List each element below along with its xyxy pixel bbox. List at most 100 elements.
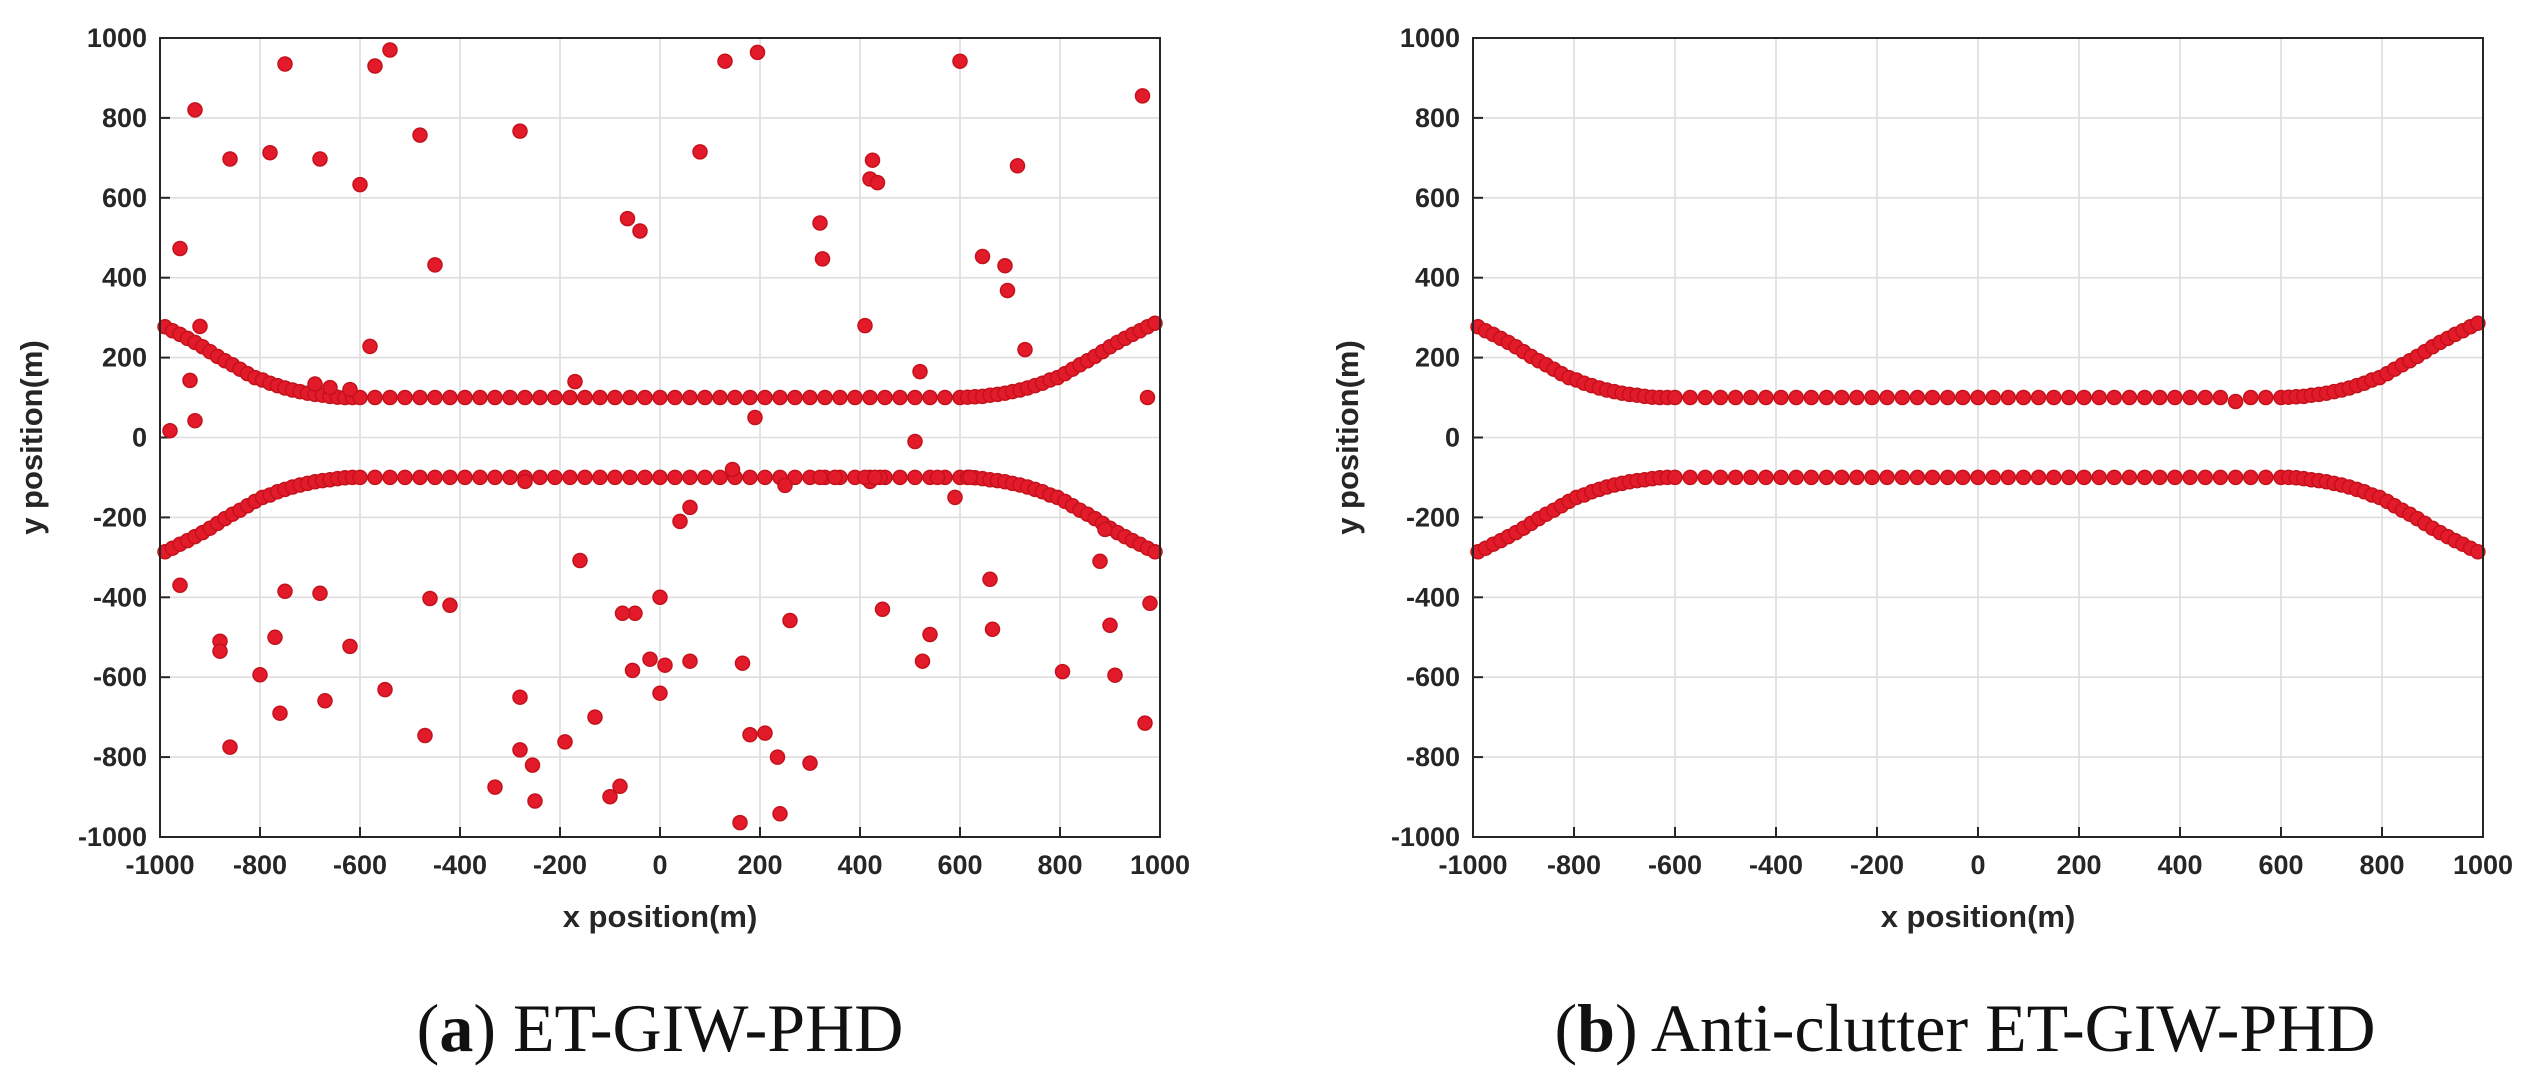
chart-b-frame <box>1472 37 2484 838</box>
x-tick-label: 200 <box>737 850 782 880</box>
scatter-point <box>772 806 788 822</box>
x-tick-label: -400 <box>433 850 487 880</box>
scatter-point <box>999 282 1016 299</box>
scatter-point <box>2106 469 2123 486</box>
scatter-point <box>937 389 953 406</box>
scatter-point <box>607 469 623 486</box>
scatter-point <box>2121 469 2138 486</box>
chart-a-ylabel: y position(m) <box>14 340 49 535</box>
scatter-point <box>2015 389 2032 406</box>
x-tick-label: -600 <box>333 850 387 880</box>
scatter-point <box>832 389 848 406</box>
x-tick-label: 800 <box>1037 850 1082 880</box>
scatter-point <box>1803 469 1820 486</box>
scatter-point <box>692 144 708 160</box>
scatter-point <box>787 389 803 406</box>
scatter-point <box>907 433 923 450</box>
scatter-point <box>2242 469 2259 486</box>
scatter-point <box>869 174 886 191</box>
scatter-point <box>1833 389 1850 406</box>
y-tick-label: -400 <box>93 582 147 612</box>
x-tick-label: -200 <box>533 850 587 880</box>
scatter-point <box>1864 389 1880 406</box>
scatter-point <box>442 389 458 406</box>
scatter-point <box>362 338 378 355</box>
scatter-point <box>672 513 688 530</box>
scatter-point <box>312 585 328 602</box>
y-tick-label: 400 <box>1415 263 1460 293</box>
scatter-point <box>277 56 293 72</box>
scatter-point <box>652 389 668 406</box>
x-tick-label: 600 <box>937 850 982 880</box>
y-tick-label: 800 <box>102 103 147 133</box>
scatter-point <box>619 210 636 227</box>
scatter-point <box>974 248 991 265</box>
scatter-point <box>2121 389 2138 406</box>
scatter-point <box>2167 389 2183 406</box>
scatter-point <box>2015 469 2032 486</box>
scatter-point <box>817 389 833 406</box>
scatter-point <box>1758 469 1774 486</box>
scatter-point <box>417 727 433 744</box>
scatter-point <box>697 469 713 486</box>
scatter-point <box>922 389 938 406</box>
scatter-point <box>892 389 908 406</box>
scatter-point <box>532 389 548 406</box>
scatter-point <box>577 389 593 406</box>
scatter-point <box>352 176 368 193</box>
scatter-point <box>1818 469 1835 486</box>
x-tick-label: -1000 <box>1438 850 1507 880</box>
scatter-point <box>632 223 648 239</box>
y-tick-label: -1000 <box>1391 822 1460 852</box>
scatter-point <box>724 461 741 478</box>
scatter-point <box>827 469 843 486</box>
x-tick-label: -200 <box>1850 850 1904 880</box>
scatter-point <box>567 373 583 390</box>
scatter-point <box>2000 389 2017 406</box>
y-tick-label: 600 <box>102 183 147 213</box>
scatter-point <box>717 53 733 69</box>
scatter-point <box>782 612 798 629</box>
chart-a-caption-letter: a <box>439 990 473 1066</box>
scatter-point <box>1955 389 1971 406</box>
scatter-point <box>2030 389 2047 406</box>
scatter-point <box>1102 617 1118 634</box>
chart-a-caption: (a) ET-GIW-PHD <box>417 990 904 1066</box>
scatter-point <box>1939 389 1956 406</box>
scatter-point <box>2061 469 2077 486</box>
scatter-point <box>814 251 831 267</box>
scatter-point <box>1743 389 1759 406</box>
scatter-point <box>922 626 938 643</box>
scatter-point <box>769 749 786 765</box>
scatter-point <box>2000 469 2017 486</box>
scatter-point <box>1985 469 2001 486</box>
scatter-point <box>592 389 608 406</box>
chart-a-caption-text: ET-GIW-PHD <box>513 990 903 1066</box>
scatter-point <box>512 123 528 139</box>
scatter-point <box>874 601 891 618</box>
scatter-point <box>1743 469 1759 486</box>
scatter-point <box>1682 389 1698 406</box>
scatter-point <box>1864 469 1880 486</box>
scatter-point <box>592 469 608 486</box>
chart-a-grid <box>159 37 1161 838</box>
scatter-point <box>734 655 751 671</box>
chart-b-caption: (b) Anti-clutter ET-GIW-PHD <box>1555 990 2376 1066</box>
scatter-point <box>2258 389 2274 406</box>
scatter-point <box>487 779 503 795</box>
scatter-point <box>1697 389 1714 406</box>
scatter-point <box>812 469 828 486</box>
y-tick-label: -800 <box>1406 742 1460 772</box>
scatter-point <box>397 469 413 486</box>
scatter-point <box>1147 315 1163 331</box>
scatter-point <box>2152 389 2168 406</box>
chart-b-caption-letter: b <box>1577 990 1615 1066</box>
y-tick-label: 200 <box>102 343 147 373</box>
scatter-point <box>847 389 863 406</box>
scatter-point <box>912 363 928 380</box>
chart-b-grid <box>1472 37 2484 838</box>
y-tick-label: -200 <box>1406 502 1460 532</box>
scatter-point <box>907 389 923 406</box>
x-tick-label: 1000 <box>1130 850 1190 880</box>
scatter-point <box>2091 389 2107 406</box>
